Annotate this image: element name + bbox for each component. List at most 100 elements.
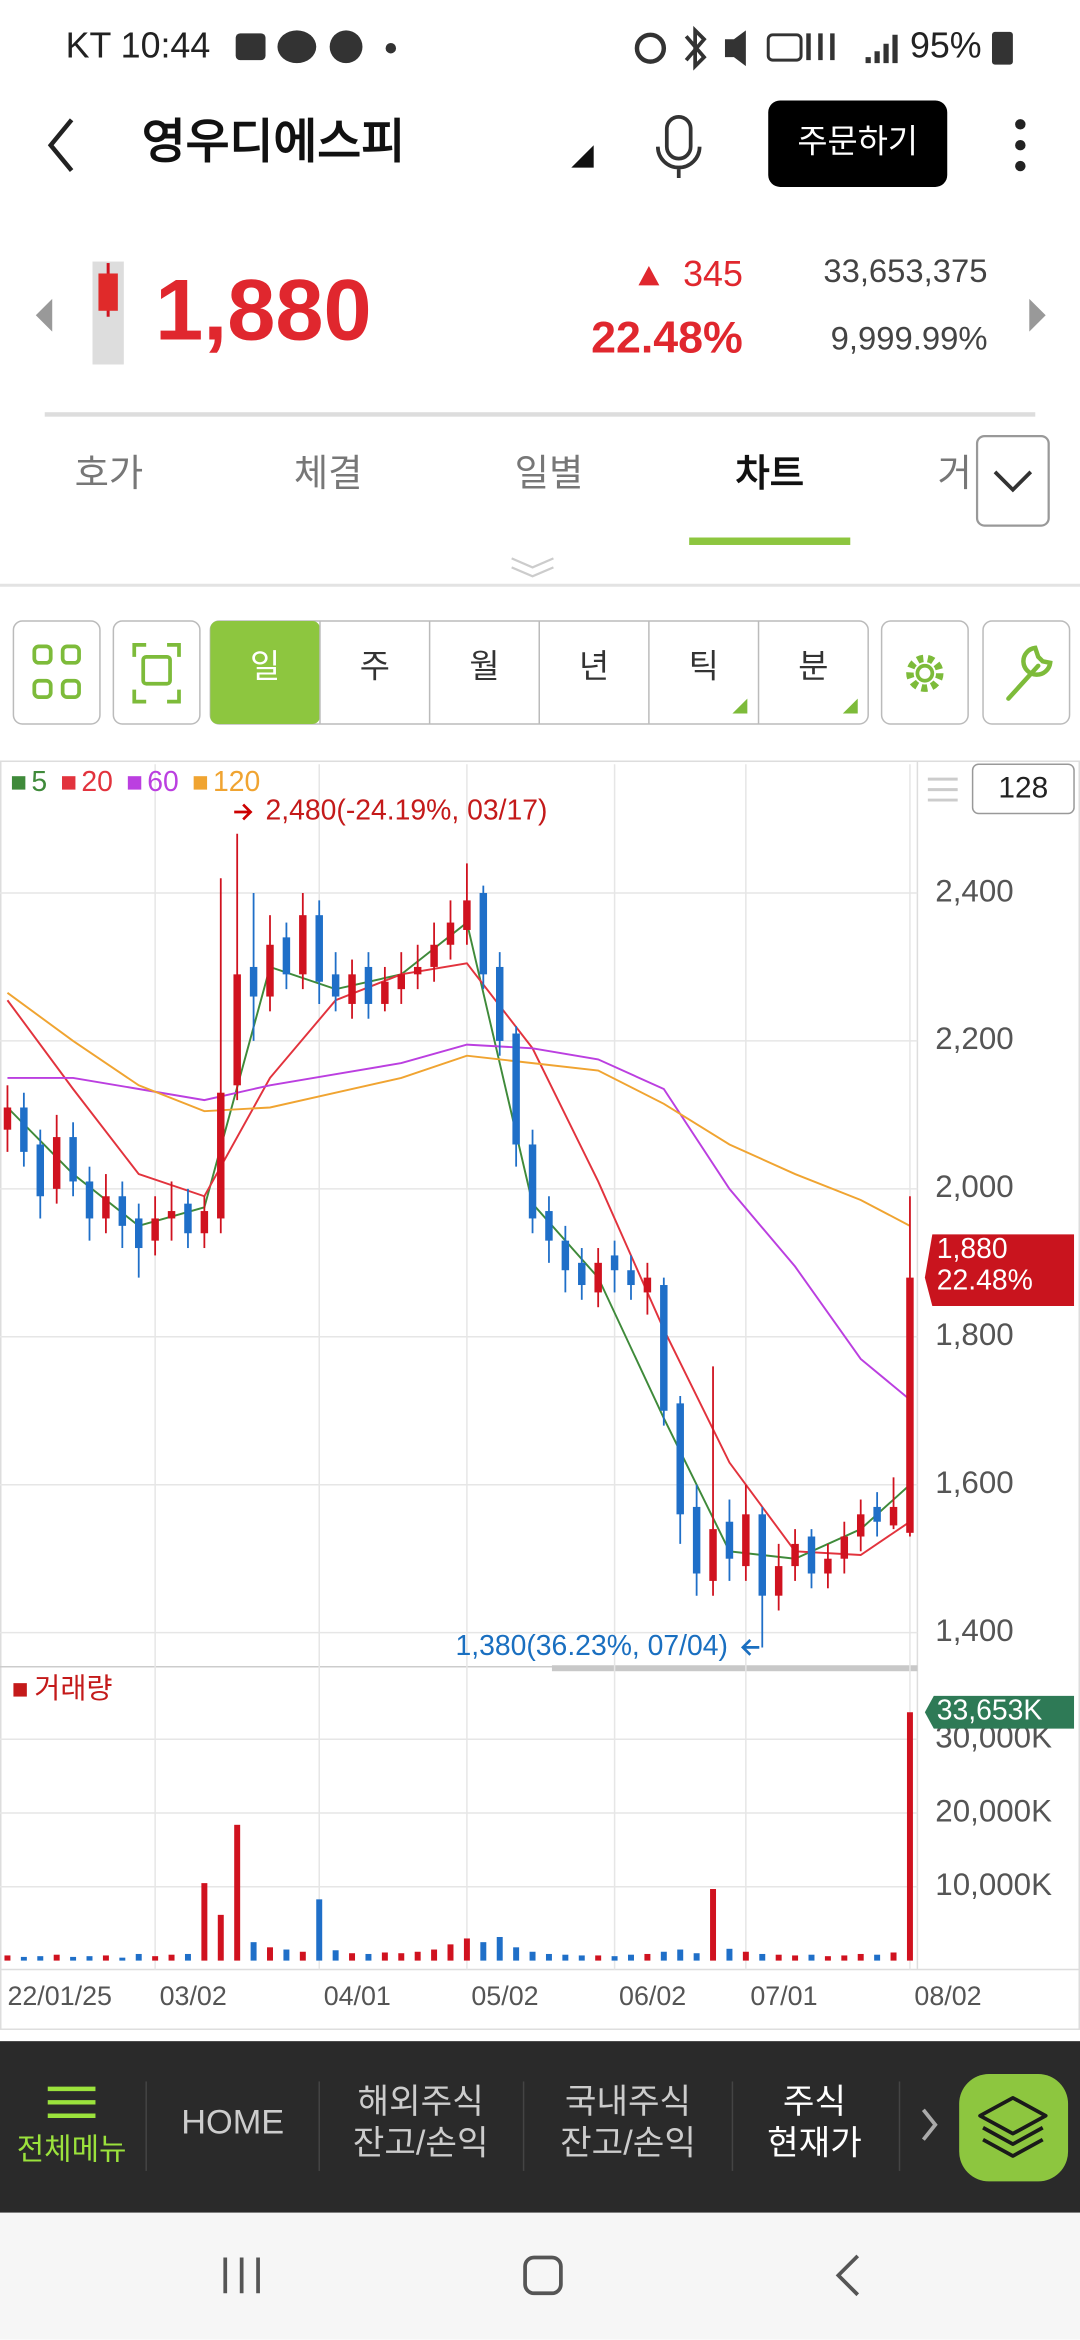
icon [634,32,667,64]
volume-bar [20,1956,27,1961]
quote: 1,880 345 22.48% 33,653,375 9,999.99% [35,252,1046,417]
home-button[interactable] [523,2255,563,2296]
tab[interactable]: 거 [938,452,972,494]
count-label[interactable]: 128 [998,771,1048,804]
volume-bar [857,1953,864,1961]
layout-button[interactable] [12,620,101,725]
volume-bar [824,1956,831,1961]
mic-button[interactable] [655,114,702,179]
prev-stock[interactable] [35,298,53,332]
y-tick-label: 2,000 [935,1169,1013,1204]
volume-bar [381,1952,388,1961]
tab[interactable]: 차트 [735,452,804,494]
active-tab-underline [689,537,851,545]
volume-badge [924,1695,1075,1729]
chart: 1,400 1,600 1,800 2,000 2,200 2,400 10,000K 20,… [0,764,1075,2011]
candle-body [495,966,504,1041]
y-tick-label: 1,800 [935,1317,1013,1352]
layers-icon [978,2095,1048,2158]
nav-label[interactable]: 해외주식 [358,2083,484,2121]
tab[interactable]: 체결 [294,452,363,494]
dropdown-indicator [571,145,594,168]
volume-bar [726,1948,733,1961]
fullscreen-button[interactable] [112,620,201,725]
candle-body [676,1403,684,1515]
nav-label[interactable]: HOME [181,2104,284,2142]
order-button[interactable] [768,100,948,187]
period-button[interactable]: 일 [250,647,280,684]
volume-bar [234,1824,241,1961]
nav-label[interactable]: 전체메뉴 [17,2133,127,2166]
scrollbar[interactable] [551,1665,918,1672]
period-button[interactable]: 분 [798,647,828,684]
volume-bar [201,1883,208,1961]
volume-bar [283,1949,290,1961]
candle-body [184,1203,192,1234]
volume-bar [628,1954,634,1961]
tab-dropdown[interactable] [975,434,1050,527]
battery-percent: 95% [910,26,982,66]
back-system-button[interactable] [835,2254,860,2297]
candle-body [758,1514,766,1596]
nav-label[interactable]: 국내주식 [565,2083,691,2121]
icon [385,43,397,54]
candle-body [479,892,488,975]
min-annotation: 1,380(36.23%, 07/04) [455,1630,727,1662]
volume-bar [86,1956,93,1961]
more-menu[interactable] [1015,119,1026,172]
x-tick-label: 04/01 [324,1981,391,2011]
period-button[interactable]: 주 [360,647,390,684]
candle-body [594,1262,602,1293]
volume-bar [775,1954,782,1961]
volume-bar [447,1944,454,1961]
period-button[interactable]: 틱 [689,647,719,684]
candle-body [167,1211,176,1219]
carrier-time: KT 10:44 [66,26,211,66]
nav-label[interactable]: 잔고/손익 [560,2125,696,2163]
candle-body [413,966,422,975]
volume-tick-label: 20,000K [935,1793,1052,1828]
volume-bar [4,1955,11,1961]
tab[interactable]: 호가 [75,452,144,494]
candle-body [627,1270,635,1286]
volume-bar [168,1954,175,1961]
price-badge [924,1234,1075,1306]
next-stock[interactable] [1029,298,1046,332]
stock-name[interactable]: 영우디에스피 [142,116,405,169]
settings-button[interactable] [880,620,969,725]
x-tick-label: 06/02 [619,1981,686,2011]
nav-label[interactable]: 주식 [783,2083,846,2121]
candle-icon-body [98,273,118,311]
fullscreen-icon [132,643,181,704]
candle-body [397,974,405,990]
legend-swatch [127,776,142,790]
order-button-label[interactable]: 주문하기 [797,122,918,159]
dot [1015,119,1026,130]
nav-label[interactable]: 잔고/손익 [353,2125,489,2163]
volume-bar [184,1953,191,1961]
period-button[interactable]: 월 [469,647,499,684]
expand-handle[interactable] [511,557,554,578]
tab[interactable]: 일별 [515,452,584,494]
layout-icon [32,644,81,699]
count-box[interactable] [971,763,1075,815]
y-tick-label: 1,400 [935,1613,1013,1648]
chart-menu[interactable] [927,777,958,802]
volume-bar [710,1889,717,1961]
volume-bar [611,1956,618,1961]
volume-bar [37,1956,44,1961]
period-button[interactable]: 년 [579,647,609,684]
nav-label[interactable]: 현재가 [767,2125,862,2163]
candle-body [561,1240,570,1271]
back-button[interactable] [47,118,74,172]
chart-frame [0,760,1080,2030]
nav-more[interactable] [921,2108,938,2141]
recents-button[interactable] [223,2257,260,2294]
candle-body [545,1211,553,1241]
layers-button[interactable] [959,2073,1069,2182]
square [32,644,53,665]
candle-body [3,1107,12,1130]
volume-bar [529,1951,536,1961]
